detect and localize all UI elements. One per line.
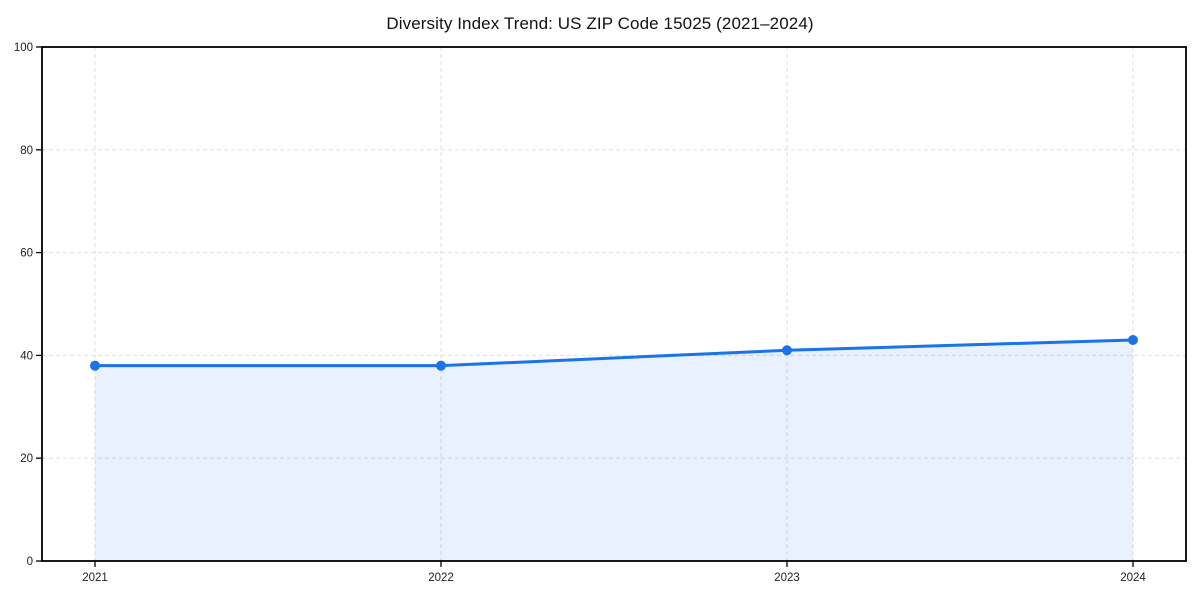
data-point-marker <box>782 345 792 356</box>
x-axis-tick-label: 2023 <box>774 572 800 584</box>
data-point-marker <box>90 360 100 371</box>
y-axis-tick-label: 80 <box>20 145 33 157</box>
y-axis-tick-label: 100 <box>14 42 33 54</box>
data-point-marker <box>1128 334 1138 345</box>
x-axis-tick-label: 2021 <box>82 572 108 584</box>
y-axis-tick-label: 0 <box>27 556 33 568</box>
data-point-marker <box>436 360 446 371</box>
trend-line <box>93 338 1135 368</box>
area-fill <box>95 339 1133 561</box>
plot-border <box>41 46 1187 562</box>
y-axis-tick-label: 60 <box>20 248 33 260</box>
y-axis-tick-label: 20 <box>20 453 33 465</box>
x-axis-tick-label: 2022 <box>428 572 454 584</box>
x-axis-tick-label: 2024 <box>1120 572 1146 584</box>
y-axis-tick-label: 40 <box>20 350 33 362</box>
chart-title: Diversity Index Trend: US ZIP Code 15025… <box>386 14 814 33</box>
